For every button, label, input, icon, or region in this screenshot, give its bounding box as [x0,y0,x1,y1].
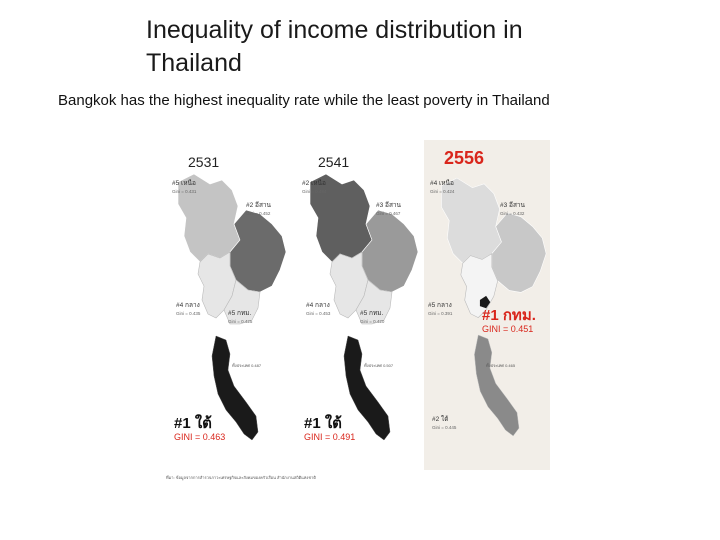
slide-title: Inequality of income distribution in Tha… [146,16,523,77]
label-south-rank: #1 ใต้ GINI = 0.463 [174,415,226,443]
panel-year: 2556 [444,148,485,168]
label-nationwide: ทั้งประเทศ 0.465 [486,363,516,368]
region-south [343,335,391,441]
panel-year: 2541 [318,154,350,170]
label-northeast: #2 อีสาน Gini = 0.452 [246,202,272,216]
region-northeast [491,212,547,293]
region-bangkok [223,279,261,325]
region-bangkok [479,295,491,309]
thailand-map-2556 [441,177,547,437]
slide-subtitle: Bangkok has the highest inequality rate … [58,92,550,109]
map-panel-2541: 2541 #2 เหนือ Gini = 0.484 #3 อีสาน Gini =… [292,140,422,470]
label-nationwide: ทั้งประเทศ 0.487 [232,363,262,368]
region-northeast [361,209,419,293]
region-south [211,335,259,441]
label-north: #5 เหนือ Gini = 0.431 [172,180,197,194]
label-south-rank: #1 ใต้ GINI = 0.491 [304,415,356,443]
panel-year: 2531 [188,154,220,170]
thailand-map-2531 [177,173,287,441]
region-bangkok [355,279,393,325]
region-south [474,334,520,437]
label-north: #4 เหนือ Gini = 0.424 [430,180,455,194]
map-panel-2556: 2556 #4 เหนือ Gini = 0.424 #3 อีสาน Gini =… [424,140,550,470]
label-central: #5 กลาง Gini = 0.391 [428,302,453,316]
label-nationwide: ทั้งประเทศ 0.507 [364,363,394,368]
label-northeast: #3 อีสาน Gini = 0.467 [376,202,402,216]
gini-maps-figure: 2531 #5 เหนือ Gini = 0.431 #2 อีสาน Gini =… [160,140,560,490]
label-central: #4 กลาง Gini = 0.453 [306,302,331,316]
label-bangkok: #5 กทม. Gini = 0.420 [360,310,385,324]
label-north: #2 เหนือ Gini = 0.484 [302,180,327,194]
label-northeast: #3 อีสาน Gini = 0.432 [500,202,526,216]
label-south: #2 ใต้ Gini = 0.445 [432,416,457,430]
label-bangkok: #5 กทม. Gini = 0.425 [228,310,253,324]
label-bangkok-rank: #1 กทม. GINI = 0.451 [482,307,536,335]
figure-footnote: ที่มา: ข้อมูลจากการสำรวจภาวะเศรษฐกิจและส… [166,475,316,480]
map-panel-2531: 2531 #5 เหนือ Gini = 0.431 #2 อีสาน Gini =… [160,140,290,470]
region-northeast [229,209,287,293]
label-central: #4 กลาง Gini = 0.435 [176,302,201,316]
thailand-map-2541 [309,173,419,441]
